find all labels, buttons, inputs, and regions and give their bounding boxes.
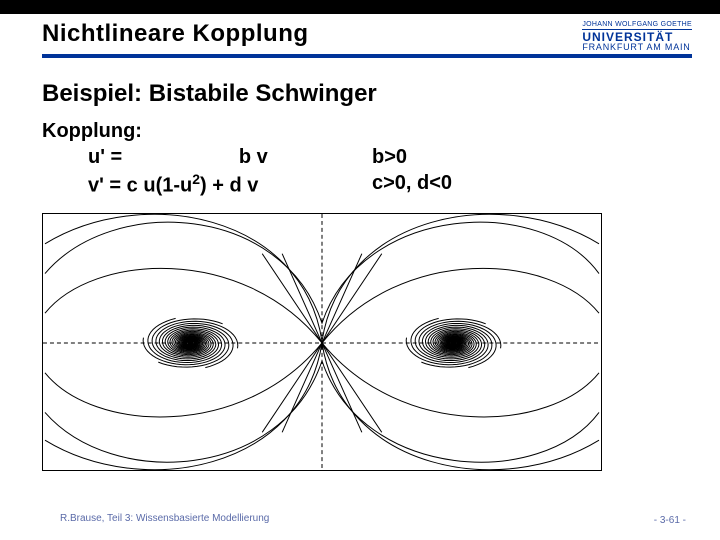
phase-portrait-plot xyxy=(42,213,602,471)
slide-title: Nichtlineare Kopplung xyxy=(42,20,309,54)
eq1-rhs: b>0 xyxy=(372,144,407,170)
top-black-bar xyxy=(0,0,720,14)
content: Beispiel: Bistabile Schwinger Kopplung: … xyxy=(0,58,720,199)
eq2-rhs: c>0, d<0 xyxy=(372,170,452,199)
equations-label: Kopplung: xyxy=(42,118,678,144)
header: Nichtlineare Kopplung JOHANN WOLFGANG GO… xyxy=(0,14,720,54)
logo-topline: JOHANN WOLFGANG GOETHE xyxy=(582,21,692,30)
page-number: - 3-61 - xyxy=(654,515,686,526)
equation-row-2: v' = c u(1-u2) + d v c>0, d<0 xyxy=(42,170,678,199)
equation-row-1: u' = b v b>0 xyxy=(42,144,678,170)
eq1-lhs: u' = b v xyxy=(42,144,372,170)
equations-block: Kopplung: u' = b v b>0 v' = c u(1-u2) + … xyxy=(42,118,678,199)
footer-text: R.Brause, Teil 3: Wissensbasierte Modell… xyxy=(60,513,269,524)
university-logo: JOHANN WOLFGANG GOETHE UNIVERSITÄT FRANK… xyxy=(582,21,692,54)
eq2-lhs: v' = c u(1-u2) + d v xyxy=(42,170,372,199)
subtitle: Beispiel: Bistabile Schwinger xyxy=(42,80,678,108)
logo-subline: FRANKFURT AM MAIN xyxy=(582,43,692,52)
